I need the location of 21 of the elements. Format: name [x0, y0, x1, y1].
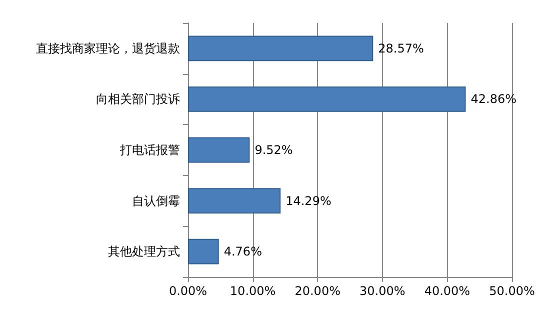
data-label: 4.76% — [224, 244, 262, 259]
bar — [188, 188, 281, 214]
y-tick-label: 直接找商家理论，退货退款 — [36, 41, 180, 56]
bar — [188, 238, 219, 264]
y-tick-label: 向相关部门投诉 — [96, 92, 180, 106]
y-tick-label: 打电话报警 — [119, 143, 180, 157]
bar — [188, 86, 466, 112]
x-tick-label: 50.00% — [489, 284, 535, 298]
bar — [188, 36, 374, 62]
data-label: 28.57% — [378, 41, 424, 56]
y-tick-label: 自认倒霉 — [132, 194, 180, 208]
bar — [188, 137, 250, 163]
y-tick-label: 其他处理方式 — [108, 244, 180, 259]
x-tick-label: 10.00% — [230, 284, 276, 298]
x-tick-label: 0.00% — [168, 284, 208, 298]
data-label: 9.52% — [254, 143, 293, 157]
x-tick-label: 30.00% — [360, 284, 406, 298]
x-tick-label: 40.00% — [424, 284, 470, 298]
data-label: 42.86% — [470, 92, 516, 106]
data-label: 14.29% — [286, 194, 332, 208]
x-tick-label: 20.00% — [294, 284, 340, 298]
